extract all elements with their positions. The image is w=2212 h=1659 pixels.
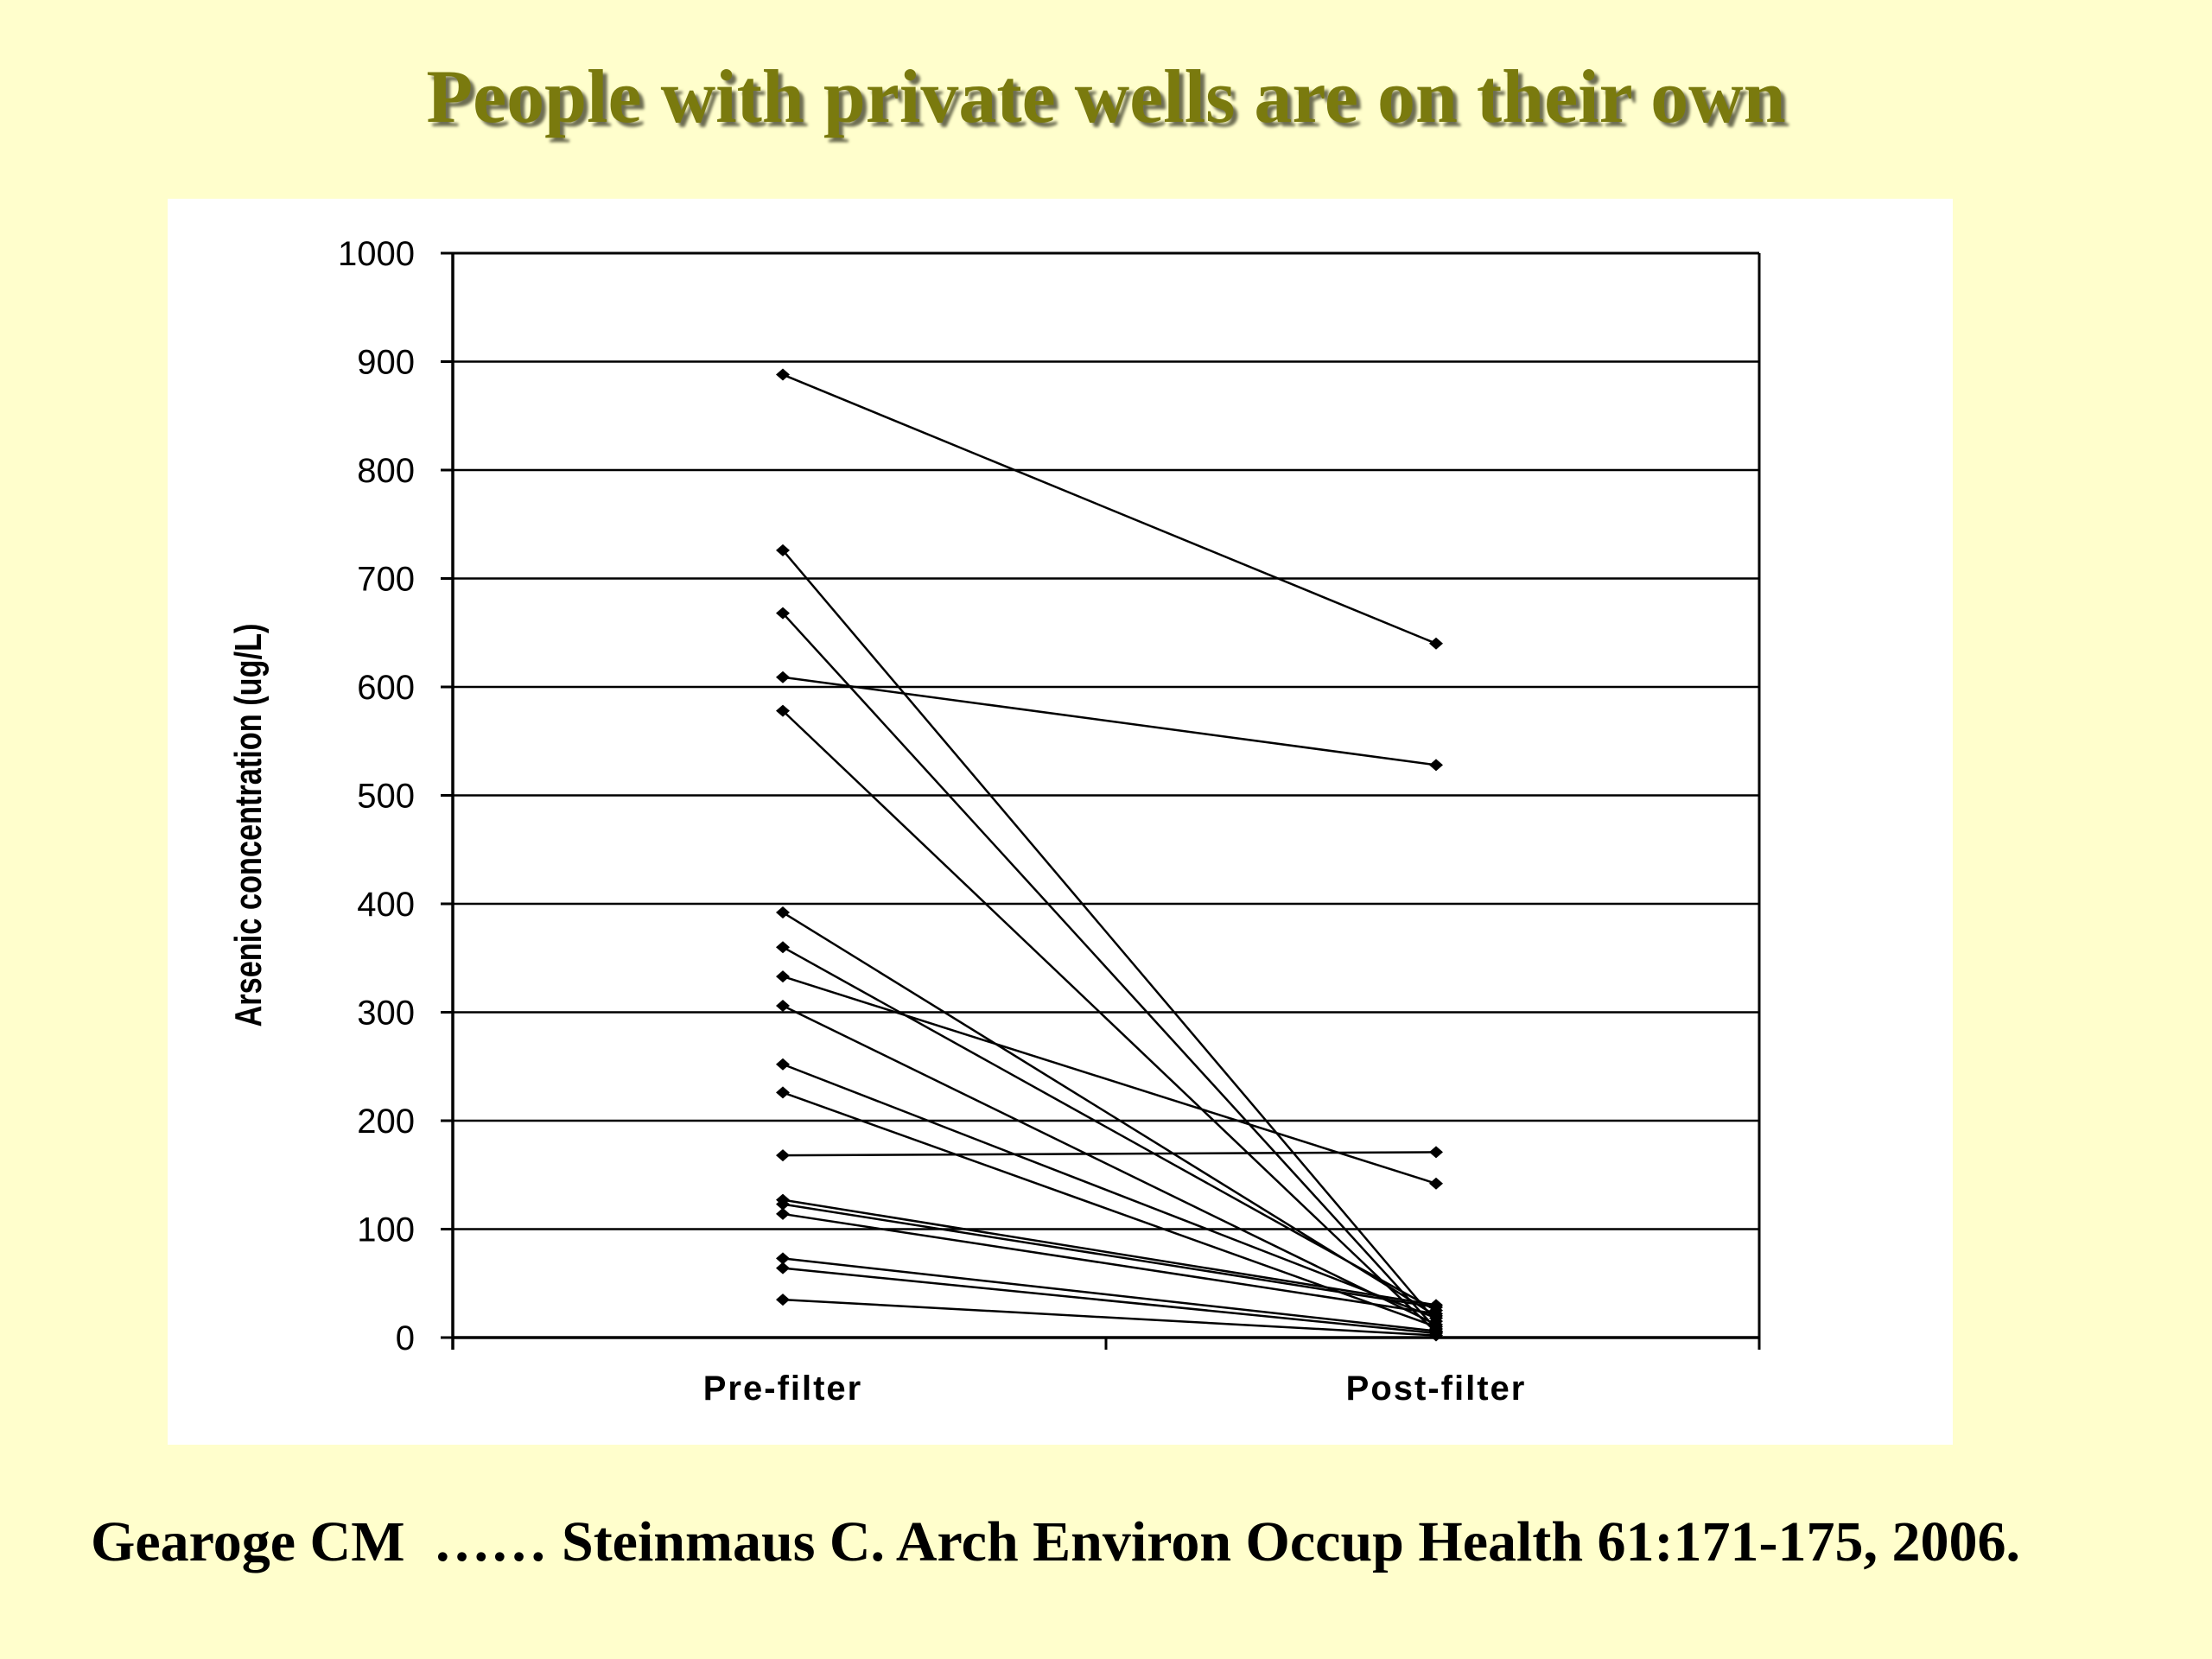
chart-panel: [168, 199, 1953, 1445]
data-point-marker: [776, 671, 790, 683]
series-markers: [776, 368, 1443, 1342]
series-line: [782, 946, 1437, 1312]
series-line: [782, 1212, 1437, 1315]
y-tick-label: 200: [357, 1103, 415, 1141]
data-point-marker: [776, 941, 790, 954]
data-point-marker: [776, 1207, 790, 1220]
series-line: [782, 550, 1437, 1322]
y-tick-label: 400: [357, 886, 415, 924]
data-point-marker: [776, 1058, 790, 1071]
series-line: [782, 1198, 1437, 1306]
data-point-marker: [1429, 1177, 1443, 1190]
x-tick-label: Pre-filter: [703, 1370, 863, 1408]
series-line: [782, 1203, 1437, 1309]
data-point-marker: [776, 1149, 790, 1162]
series-line: [782, 911, 1437, 1317]
y-tick-label: 800: [357, 452, 415, 490]
data-point-marker: [776, 1252, 790, 1265]
x-tick-label: Post-filter: [1346, 1370, 1527, 1408]
data-point-marker: [776, 607, 790, 620]
y-tick-label: 100: [357, 1211, 415, 1249]
plot-frame: [441, 251, 1761, 1350]
gridlines: [453, 251, 1759, 1230]
y-tick-label: 500: [357, 778, 415, 816]
data-point-marker: [776, 906, 790, 919]
series-line: [782, 1267, 1437, 1335]
series-line: [782, 612, 1437, 1330]
slide-title: People with private wells are on their o…: [426, 55, 1786, 139]
series-line: [782, 1257, 1437, 1332]
y-tick-labels: 0 100 200 300 400 500 600 700 800 900 1000: [338, 235, 415, 1357]
series-line: [782, 676, 1437, 766]
series-line: [782, 1151, 1437, 1157]
y-tick-label: 700: [357, 561, 415, 599]
data-point-marker: [776, 1086, 790, 1099]
data-point-marker: [1429, 759, 1443, 772]
data-point-marker: [1429, 1300, 1443, 1313]
data-point-marker: [1429, 1329, 1443, 1342]
y-tick-label: 300: [357, 995, 415, 1033]
data-point-marker: [1429, 1146, 1443, 1159]
y-tick-label: 1000: [338, 235, 415, 273]
data-point-marker: [776, 970, 790, 983]
data-point-marker: [1429, 637, 1443, 650]
data-point-marker: [1429, 1307, 1443, 1320]
y-axis-label: Arsenic concentration (ug/L): [227, 624, 270, 1027]
series-line: [782, 373, 1437, 645]
citation: Gearoge CM …… Steinmaus C. Arch Environ …: [91, 1510, 2020, 1573]
series-line: [782, 709, 1437, 1333]
data-point-marker: [776, 368, 790, 381]
x-tick-labels: Pre-filter Post-filter: [703, 1370, 1527, 1408]
y-tick-label: 0: [396, 1319, 415, 1357]
series-line: [782, 1004, 1437, 1326]
y-tick-label: 600: [357, 669, 415, 707]
data-point-marker: [776, 1294, 790, 1306]
series-line: [782, 1063, 1437, 1319]
data-point-marker: [776, 999, 790, 1012]
series-lines: [782, 373, 1437, 1337]
y-tick-label: 900: [357, 344, 415, 382]
data-point-marker: [776, 543, 790, 556]
data-point-marker: [776, 704, 790, 717]
data-point-marker: [776, 1198, 790, 1211]
series-line: [782, 1298, 1437, 1337]
data-point-marker: [776, 1262, 790, 1274]
series-line: [782, 975, 1437, 1185]
